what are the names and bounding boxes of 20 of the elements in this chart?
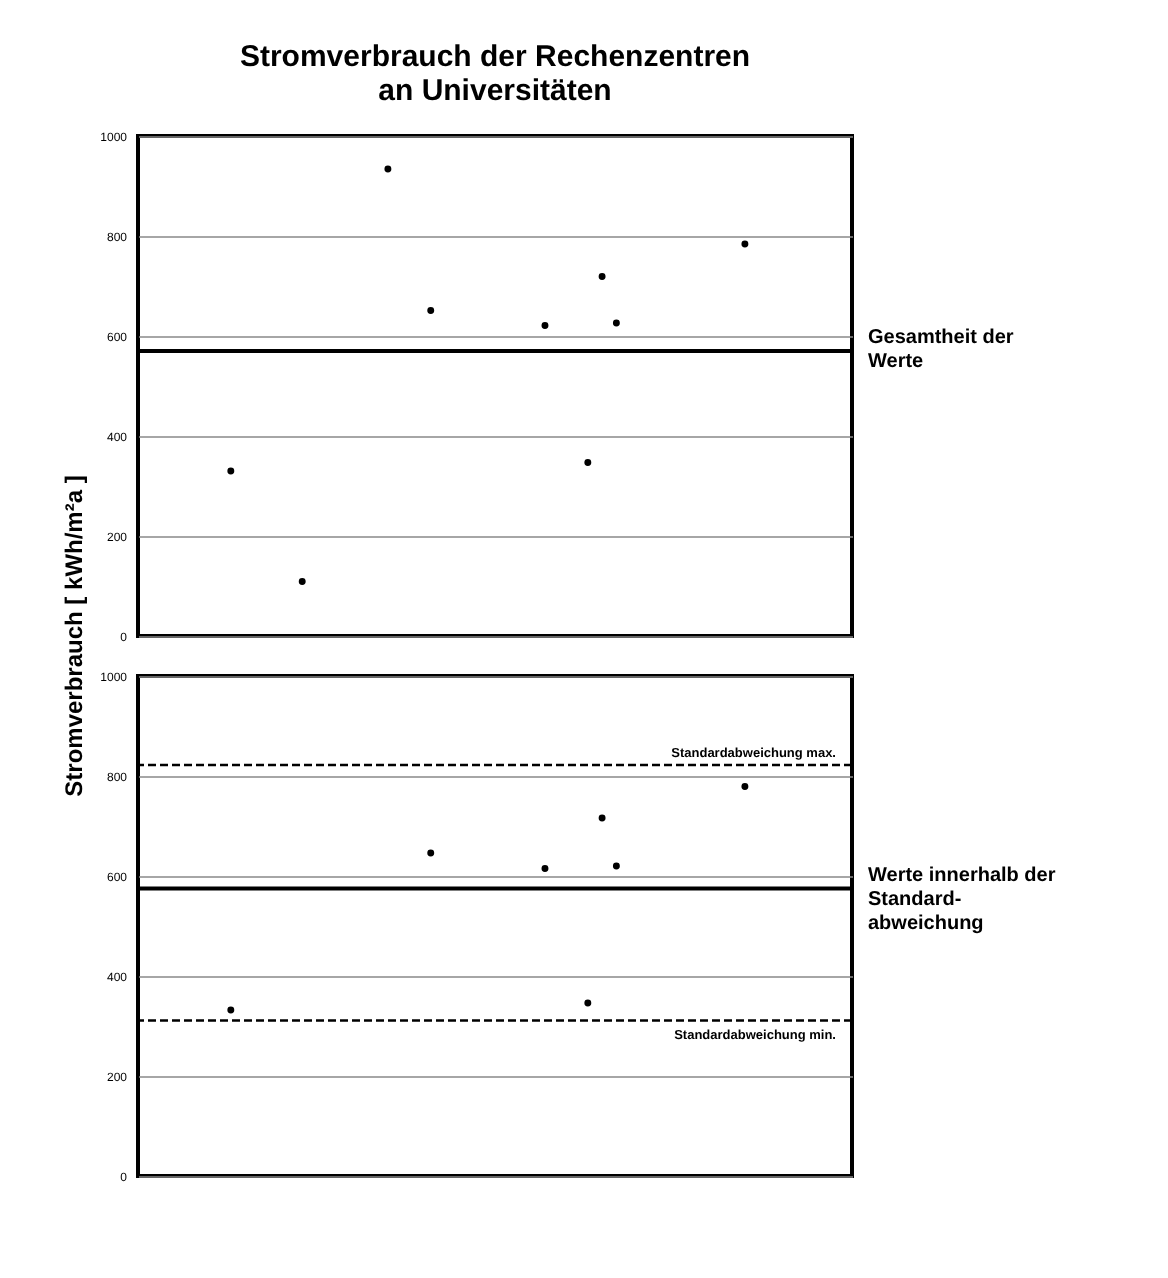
point — [227, 467, 235, 475]
point — [384, 165, 392, 173]
point — [598, 273, 606, 280]
point — [298, 578, 306, 585]
point — [541, 865, 549, 872]
point — [741, 783, 749, 790]
point — [427, 307, 435, 314]
point — [584, 999, 592, 1007]
point — [541, 322, 549, 329]
point — [227, 1006, 235, 1014]
point — [741, 240, 749, 248]
point — [584, 459, 592, 466]
point — [427, 849, 435, 857]
chart-title: Stromverbrauch der Rechenzentren an Universitäten — [239, 40, 751, 108]
point — [612, 862, 620, 870]
y-axis-title: Stromverbrauch [ kWh/m²a ] — [60, 475, 88, 797]
ref-line-label: Werte innerhalb der Standard- abweichung — [868, 864, 1056, 935]
point — [612, 319, 620, 327]
ref-line-label: Gesamtheit der Werte — [868, 327, 1014, 373]
point — [598, 814, 606, 822]
